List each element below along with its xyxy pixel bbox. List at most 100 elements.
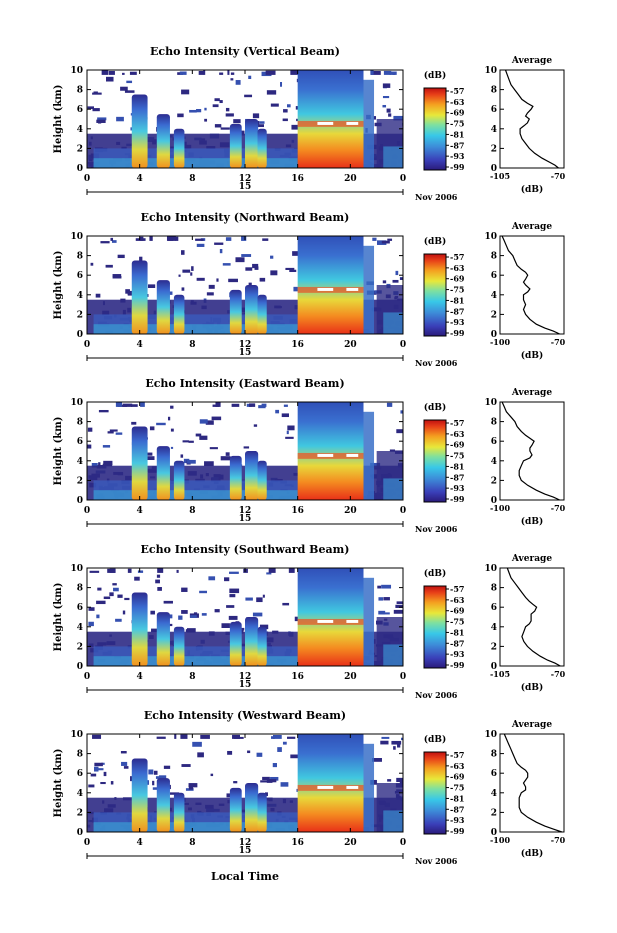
colorbar-label: -75 (450, 285, 464, 295)
date-label: 15 (239, 514, 252, 524)
avg-y-tick-label: 4 (491, 291, 497, 301)
y-tick-label: 10 (70, 398, 83, 408)
avg-x-tick-label: -105 (490, 669, 510, 679)
y-tick-label: 4 (77, 291, 83, 301)
avg-y-tick-label: 4 (491, 789, 497, 799)
avg-y-tick-label: 6 (491, 105, 497, 115)
y-tick-label: 10 (70, 232, 83, 242)
y-tick-label: 0 (77, 330, 83, 340)
echo-heatmap (87, 70, 403, 168)
echo-heatmap (87, 734, 403, 832)
avg-x-tick-label: -70 (551, 171, 566, 181)
x-tick-label: 4 (137, 672, 143, 682)
x-tick-label: 0 (400, 506, 406, 516)
x-tick-label: 20 (344, 174, 357, 184)
colorbar-label: -99 (450, 328, 465, 338)
colorbar-label: -87 (450, 140, 464, 150)
avg-x-tick-label: -100 (490, 835, 510, 845)
chart-title: Echo Intensity (Eastward Beam) (145, 377, 344, 390)
colorbar-label: -87 (450, 638, 464, 648)
average-profile-line (506, 567, 561, 667)
average-profile-line (501, 401, 560, 501)
colorbar-label: -81 (450, 129, 464, 139)
avg-y-tick-label: 6 (491, 437, 497, 447)
x-tick-label: 20 (344, 838, 357, 848)
colorbar-label: -81 (450, 627, 464, 637)
date-label: 15 (239, 182, 252, 192)
echo-heatmap (87, 568, 403, 666)
average-frame (499, 733, 565, 833)
y-tick-label: 2 (77, 144, 83, 154)
colorbar-label: -93 (450, 649, 465, 659)
colorbar-label: -75 (450, 451, 464, 461)
colorbar-label: -87 (450, 804, 464, 814)
y-tick-label: 8 (77, 252, 83, 262)
colorbar-label: -81 (450, 461, 464, 471)
avg-y-tick-label: 8 (491, 86, 497, 96)
y-tick-label: 2 (77, 310, 83, 320)
y-tick-label: 0 (77, 496, 83, 506)
y-tick-label: 10 (70, 564, 83, 574)
y-tick-label: 2 (77, 642, 83, 652)
avg-y-tick-label: 4 (491, 457, 497, 467)
average-title: Average (511, 388, 552, 398)
colorbar-label: -69 (450, 108, 465, 118)
x-axis-label: Local Time (211, 870, 279, 883)
x-tick-label: 0 (400, 174, 406, 184)
x-tick-label: 16 (291, 174, 304, 184)
x-tick-label: 8 (189, 174, 195, 184)
panel-1: Echo Intensity (Northward Beam) Height (k… (53, 211, 566, 368)
x-tick-label: 8 (189, 838, 195, 848)
date-label: 15 (239, 680, 252, 690)
colorbar (423, 419, 447, 503)
y-axis-label: Height (km) (53, 251, 64, 320)
avg-x-tick-label: -70 (551, 337, 566, 347)
avg-y-tick-label: 10 (484, 66, 497, 76)
average-frame (499, 69, 565, 169)
x-tick-label: 0 (84, 174, 90, 184)
avg-y-tick-label: 10 (484, 232, 497, 242)
y-tick-label: 2 (77, 808, 83, 818)
avg-x-tick-label: -70 (551, 669, 566, 679)
colorbar-unit: (dB) (424, 236, 446, 247)
echo-heatmap (87, 402, 403, 500)
avg-x-tick-label: -70 (551, 503, 566, 513)
y-tick-label: 2 (77, 476, 83, 486)
avg-y-tick-label: 0 (491, 330, 497, 340)
y-axis-label: Height (km) (53, 749, 64, 818)
colorbar-label: -57 (450, 86, 464, 96)
avg-y-tick-label: 0 (491, 828, 497, 838)
x-tick-label: 4 (137, 340, 143, 350)
y-tick-label: 6 (77, 437, 83, 447)
avg-x-tick-label: -100 (490, 503, 510, 513)
x-tick-label: 8 (189, 672, 195, 682)
date-label: 15 (239, 846, 252, 856)
average-title: Average (511, 720, 552, 730)
colorbar-label: -75 (450, 119, 464, 129)
y-axis-label: Height (km) (53, 583, 64, 652)
y-tick-label: 4 (77, 789, 83, 799)
colorbar-label: -63 (450, 97, 465, 107)
avg-y-tick-label: 10 (484, 730, 497, 740)
colorbar-label: -99 (450, 494, 465, 504)
avg-y-tick-label: 6 (491, 769, 497, 779)
date-suffix: Nov 2006 (415, 690, 458, 700)
average-title: Average (511, 222, 552, 232)
y-tick-label: 8 (77, 584, 83, 594)
avg-y-tick-label: 0 (491, 164, 497, 174)
y-tick-label: 10 (70, 66, 83, 76)
x-tick-label: 16 (291, 506, 304, 516)
colorbar-label: -69 (450, 606, 465, 616)
colorbar (423, 585, 447, 669)
x-tick-label: 0 (84, 340, 90, 350)
y-tick-label: 6 (77, 769, 83, 779)
colorbar-label: -93 (450, 317, 465, 327)
x-tick-label: 4 (137, 174, 143, 184)
x-tick-label: 20 (344, 340, 357, 350)
y-tick-label: 10 (70, 730, 83, 740)
x-tick-label: 12 (239, 672, 252, 682)
colorbar-label: -99 (450, 826, 465, 836)
avg-y-tick-label: 6 (491, 271, 497, 281)
x-tick-label: 16 (291, 672, 304, 682)
